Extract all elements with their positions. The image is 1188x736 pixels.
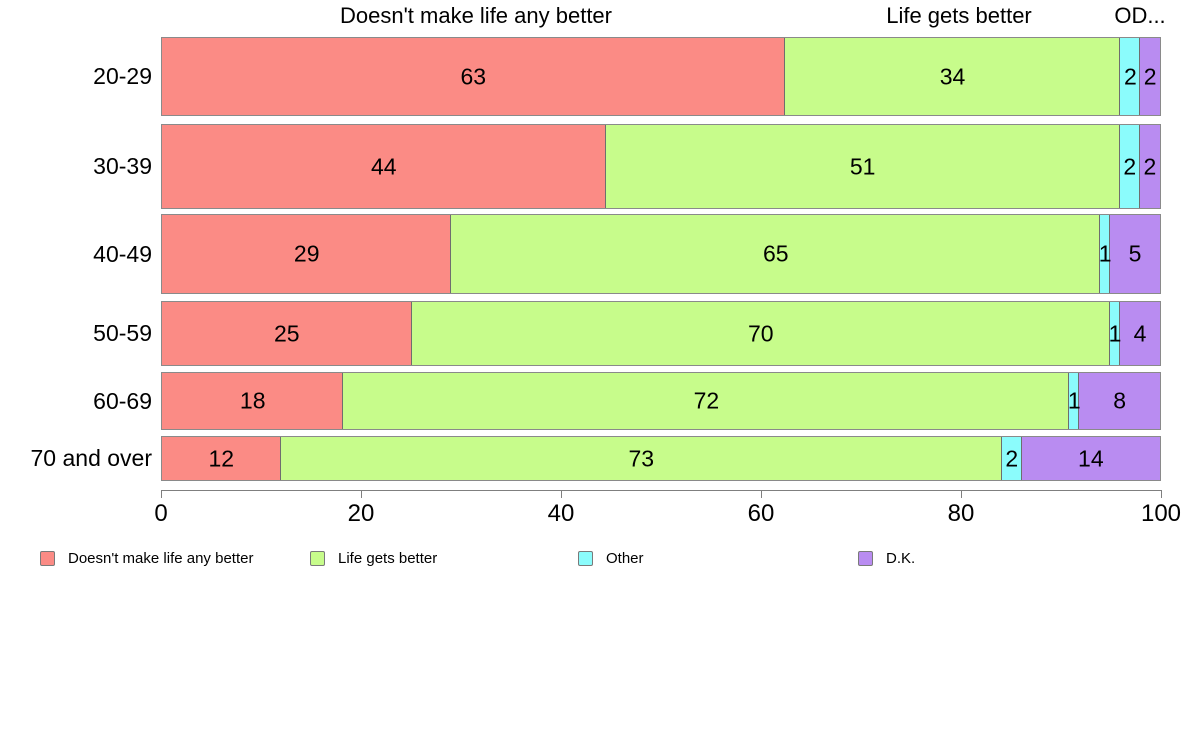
column-header: OD...: [1114, 3, 1166, 28]
value-label: 29: [293, 240, 320, 267]
value-label: 1: [1067, 387, 1081, 414]
legend-item: D.K.: [858, 549, 915, 567]
value-label: 2: [1123, 63, 1137, 89]
bar-segment: [784, 38, 1121, 115]
x-axis-line: [161, 490, 1161, 491]
axis-tick: [761, 490, 762, 498]
bar-row: 44 51 2 2: [161, 124, 1161, 209]
value-label: 51: [849, 153, 876, 179]
bar-segment: [1139, 125, 1160, 208]
bar-row: 63 34 2 2: [161, 37, 1161, 116]
value-label: 25: [273, 320, 300, 346]
legend-label: Doesn't make life any better: [68, 549, 254, 567]
value-label: 63: [460, 63, 487, 89]
bar-segment: [1110, 302, 1121, 365]
axis-tick-label: 80: [947, 500, 975, 527]
column-header: Life gets better: [886, 3, 1032, 28]
value-label: 44: [370, 153, 397, 179]
legend-swatch-icon: [858, 550, 873, 566]
bar-segment: [162, 373, 344, 429]
legend-label: Life gets better: [338, 549, 438, 567]
bar-segment: [1140, 38, 1160, 115]
category-label: 20-29: [93, 63, 152, 89]
axis-tick: [161, 490, 162, 498]
value-label: 72: [693, 387, 720, 414]
category-label: 40-49: [93, 240, 152, 267]
value-label: 1: [1108, 320, 1122, 346]
bar-row: 18 72 1 8: [161, 372, 1161, 430]
bar-segment: [343, 373, 1070, 429]
axis-tick: [561, 490, 562, 498]
bar-segment: [1001, 437, 1022, 480]
axis-tick: [361, 490, 362, 498]
value-label: 65: [762, 240, 789, 267]
value-label: 70: [748, 320, 774, 346]
bar-segment: [162, 38, 785, 115]
axis-tick-label: 100: [1140, 500, 1182, 527]
value-label: 5: [1128, 240, 1142, 267]
value-label: 2: [1143, 63, 1157, 89]
category-label: 60-69: [93, 387, 152, 414]
bar-segment: [605, 125, 1120, 208]
legend-swatch-icon: [40, 550, 55, 566]
value-label: 2: [1123, 153, 1137, 179]
bar-segment: [1110, 215, 1160, 293]
bar-row: 25 70 1 4: [161, 301, 1161, 366]
bar-segment: [1021, 437, 1160, 480]
value-label: 8: [1113, 387, 1127, 414]
value-label: 34: [939, 63, 966, 89]
bar-row: 29 65 1 5: [161, 214, 1161, 294]
bar-segment: [162, 215, 452, 293]
legend-swatch-icon: [310, 550, 325, 566]
bar-segment: [162, 302, 412, 365]
bar-segment: [162, 437, 281, 480]
legend-label: D.K.: [886, 549, 916, 567]
value-label: 2: [1005, 445, 1019, 471]
value-label: 4: [1133, 320, 1147, 346]
bar-segment: [1120, 38, 1141, 115]
value-label: 1: [1098, 240, 1112, 267]
value-label: 12: [208, 445, 235, 471]
legend-item: Doesn't make life any better: [40, 549, 253, 567]
value-label: 73: [628, 445, 655, 471]
value-label: 14: [1078, 445, 1104, 471]
axis-tick-label: 60: [747, 500, 775, 527]
axis-tick-label: 20: [347, 500, 375, 527]
legend-item: Life gets better: [310, 549, 437, 567]
bar-segment: [411, 302, 1111, 365]
axis-tick: [961, 490, 962, 498]
column-header: Doesn't make life any better: [339, 3, 613, 28]
bar-segment: [1119, 125, 1140, 208]
bar-segment: [162, 125, 606, 208]
value-label: 2: [1143, 153, 1157, 179]
value-label: 18: [239, 387, 266, 414]
category-label: 50-59: [93, 320, 152, 346]
legend-item: Other: [578, 549, 644, 567]
bar-segment: [451, 215, 1101, 293]
bar-segment: [1100, 215, 1111, 293]
axis-tick-label: 40: [547, 500, 575, 527]
bar-segment: [1069, 373, 1080, 429]
bar-segment: [1120, 302, 1160, 365]
bar-segment: [280, 437, 1002, 480]
axis-tick: [1161, 490, 1162, 498]
axis-tick-label: 0: [154, 500, 168, 527]
bar-segment: [1079, 373, 1160, 429]
category-label: 30-39: [93, 153, 152, 179]
legend-swatch-icon: [578, 550, 593, 566]
legend-label: Other: [606, 549, 644, 567]
category-label: 70 and over: [30, 445, 152, 471]
bar-row: 12 73 2 14: [161, 436, 1161, 481]
